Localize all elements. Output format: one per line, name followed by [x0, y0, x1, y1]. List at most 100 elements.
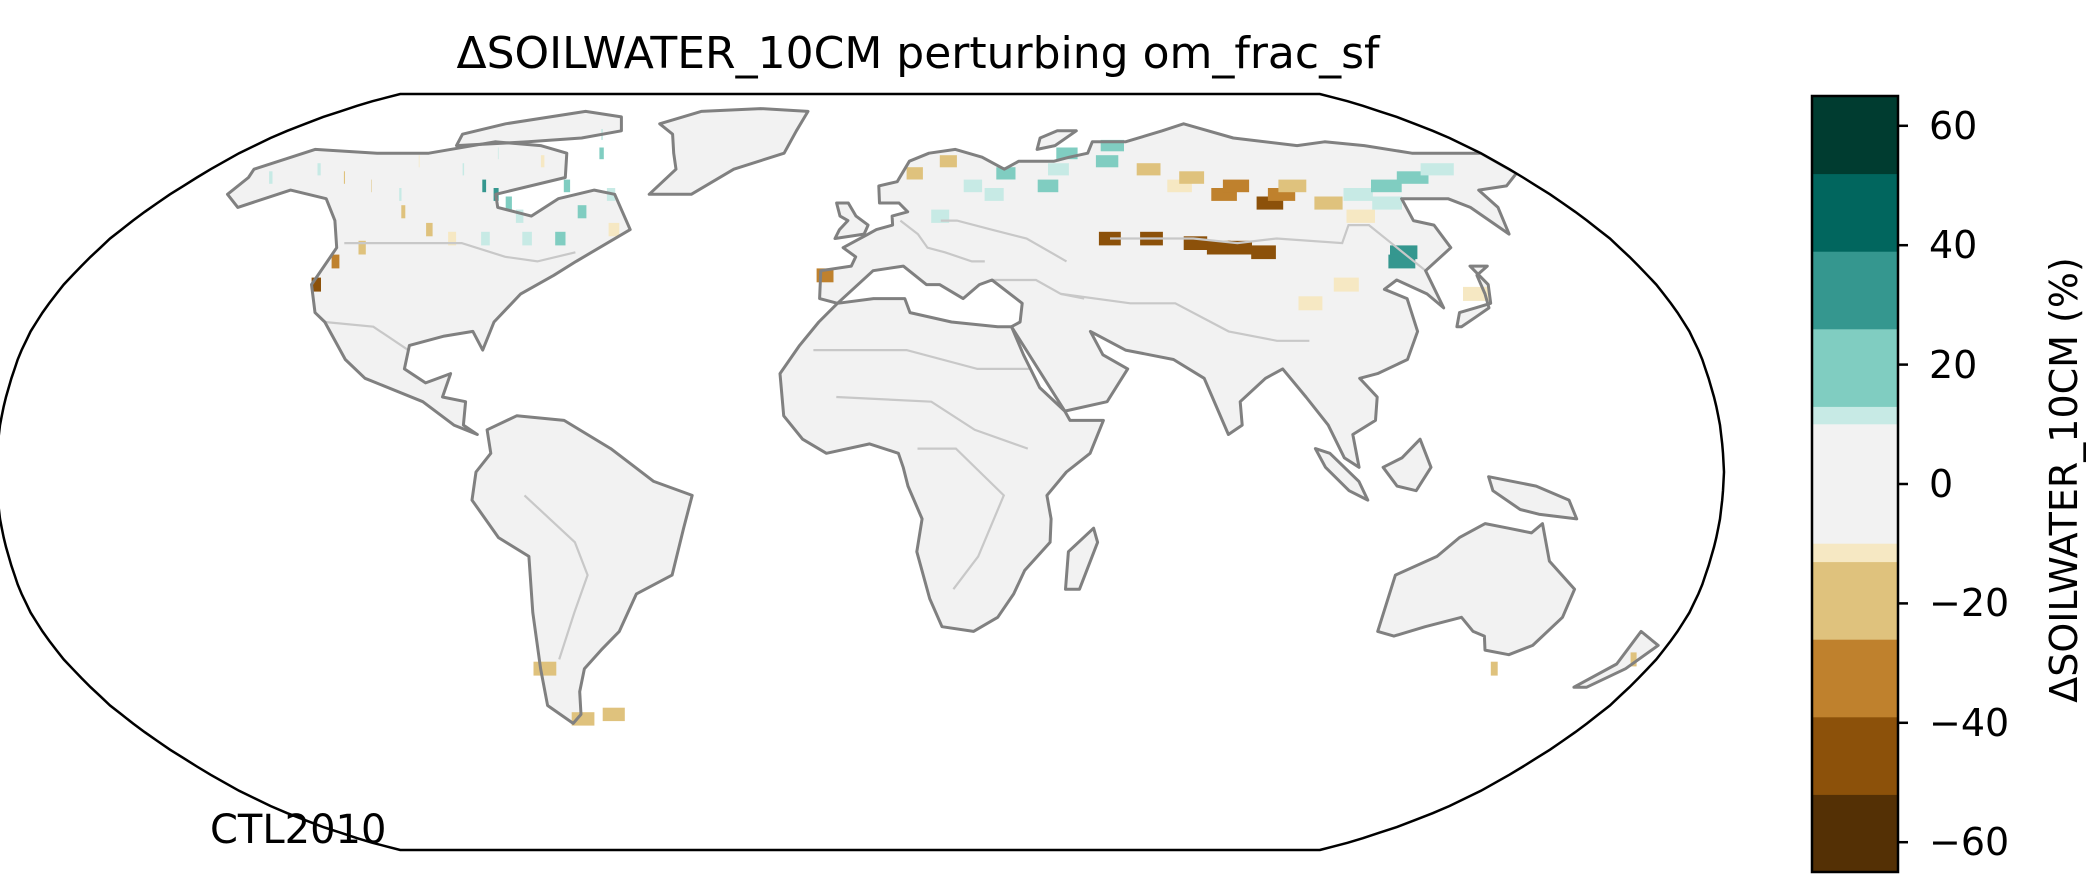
- anomaly-cell: [311, 277, 321, 292]
- anomaly-cell: [602, 707, 625, 722]
- anomaly-cell: [1388, 254, 1416, 269]
- anomaly-cell: [358, 240, 366, 255]
- colorbar-label: ΔSOILWATER_10CM (%): [2042, 257, 2086, 703]
- anomaly-cell: [331, 254, 340, 269]
- anomaly-cell: [1490, 661, 1498, 676]
- country-border: [836, 395, 1029, 450]
- country-border: [1060, 292, 1310, 342]
- anomaly-cell: [269, 171, 273, 184]
- anomaly-cell: [599, 147, 604, 160]
- anomaly-cell: [1396, 171, 1429, 184]
- north-america-coastline: [226, 140, 632, 436]
- colorbar-segment: [1812, 794, 1898, 873]
- great-britain-coastline: [833, 201, 870, 240]
- anomaly-cell: [1222, 179, 1250, 193]
- great-britain-landmass: [835, 203, 869, 239]
- africa-landmass: [780, 298, 1104, 632]
- colorbar-segment: [1812, 639, 1898, 718]
- anomaly-cell: [1048, 163, 1069, 176]
- ocean-background: [0, 94, 1724, 850]
- anomaly-cell: [1278, 179, 1307, 193]
- anomaly-cell: [1179, 171, 1205, 184]
- country-border: [899, 219, 985, 263]
- anomaly-cell: [505, 196, 512, 210]
- new-guinea-coastline: [1487, 475, 1579, 521]
- anomaly-cell: [555, 231, 566, 246]
- country-border: [813, 349, 1030, 370]
- greenland-landmass: [649, 108, 808, 195]
- country-border: [324, 320, 409, 352]
- anomaly-cell: [1136, 163, 1161, 176]
- south-america-landmass: [472, 415, 693, 724]
- anomaly-cell: [540, 155, 545, 168]
- australia-coastline: [1376, 522, 1577, 657]
- anomaly-cell: [515, 209, 524, 223]
- borneo-landmass: [1383, 439, 1431, 491]
- anomaly-cell: [571, 712, 595, 726]
- colorbar-segment: [1812, 96, 1898, 175]
- colorbar-tick-label: 60: [1929, 103, 1978, 148]
- colorbar-tick-label: −20: [1929, 581, 2010, 626]
- sumatra-landmass: [1315, 448, 1368, 501]
- country-border: [917, 447, 1006, 590]
- anomaly-cell: [1343, 188, 1373, 201]
- anomaly-cell: [1251, 245, 1276, 260]
- anomaly-cell: [481, 231, 490, 246]
- anomaly-cell: [1346, 209, 1375, 223]
- greenland-coastline: [647, 107, 810, 196]
- colorbar-tick-label: −60: [1929, 820, 2010, 865]
- colorbar-tick-label: −40: [1929, 700, 2010, 745]
- colorbar-tick-label: 20: [1929, 342, 1978, 387]
- madagascar-coastline: [1064, 526, 1100, 591]
- colorbar-segment: [1812, 173, 1898, 252]
- svalbard-novaya-coastline: [1035, 129, 1078, 151]
- anomaly-cell: [1206, 240, 1231, 255]
- africa-coastline: [778, 297, 1105, 633]
- sumatra-coastline: [1313, 447, 1370, 502]
- anomaly-cell: [343, 171, 345, 184]
- anomaly-cell: [1371, 179, 1402, 193]
- anomaly-cell: [1095, 155, 1119, 168]
- anomaly-cell: [1630, 652, 1637, 667]
- anomaly-cell: [984, 188, 1004, 201]
- country-border-layer: [324, 219, 1427, 660]
- australia-landmass: [1377, 523, 1575, 655]
- anomaly-cell: [996, 167, 1016, 180]
- map-boundary: [0, 92, 1726, 852]
- map-title: ΔSOILWATER_10CM perturbing om_frac_sf: [456, 28, 1380, 79]
- borneo-coastline: [1381, 437, 1433, 493]
- new-zealand-coastline: [1572, 629, 1660, 689]
- anomaly-cell: [1372, 196, 1402, 210]
- anomaly-cell: [963, 179, 983, 193]
- country-border: [940, 219, 1068, 263]
- colorbar-segment: [1812, 251, 1898, 330]
- anomaly-cell: [1314, 196, 1343, 210]
- anomaly-cell: [1056, 147, 1078, 160]
- anomaly-cell: [1298, 296, 1323, 311]
- anomaly-cell: [462, 163, 465, 176]
- colorbar-tick-label: 0: [1929, 462, 1954, 506]
- anomaly-cell: [426, 222, 433, 237]
- anomaly-cell: [939, 155, 957, 168]
- anomaly-cell: [522, 231, 532, 246]
- arctic-islands-coastline: [455, 109, 623, 148]
- anomaly-cell: [1100, 139, 1124, 152]
- anomaly-cell: [1420, 163, 1454, 176]
- land-layer: [227, 108, 1659, 724]
- colorbar-tick-label: 40: [1929, 223, 1978, 268]
- new-guinea-landmass: [1488, 476, 1577, 519]
- anomaly-cell: [577, 205, 587, 219]
- anomaly-cell-layer: [269, 129, 1637, 726]
- colorbar-segment: [1812, 561, 1898, 640]
- colorbar-segment: [1812, 328, 1898, 407]
- anomaly-cell: [448, 231, 457, 246]
- anomaly-cell: [399, 188, 402, 201]
- anomaly-cell: [317, 163, 321, 176]
- run-label: CTL2010: [210, 807, 387, 853]
- colorbar-segment: [1812, 716, 1898, 795]
- colorbar: [1810, 94, 1908, 874]
- anomaly-cell: [1037, 179, 1059, 193]
- north-america-landmass: [227, 141, 631, 435]
